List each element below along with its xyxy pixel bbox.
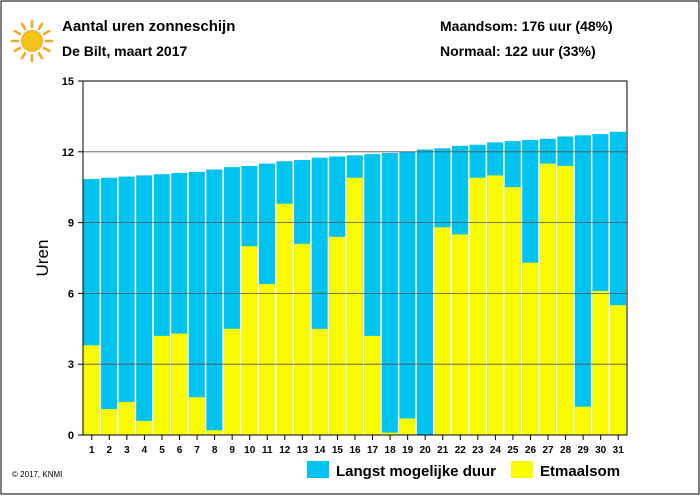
bar-actual-day-7 (188, 397, 205, 435)
legend-label-possible: Langst mogelijke duur (336, 463, 496, 480)
bar-actual-day-26 (522, 262, 539, 435)
bar-actual-day-24 (487, 175, 504, 435)
sun-ray (37, 51, 44, 60)
x-tick-label: 15 (332, 445, 344, 456)
bar-actual-day-29 (574, 406, 591, 435)
x-tick-label: 13 (297, 445, 309, 456)
bar-actual-day-11 (258, 283, 276, 435)
x-tick-label: 4 (142, 445, 148, 456)
bar-possible-day-20 (416, 149, 433, 435)
bar-possible-day-7 (188, 171, 205, 436)
bar-actual-day-25 (504, 187, 521, 435)
legend: Langst mogelijke duur Etmaalsom (307, 461, 620, 480)
x-tick-label: 14 (314, 445, 326, 456)
bar-actual-day-14 (311, 328, 328, 435)
legend-swatch-actual (511, 461, 533, 478)
sun-ray (42, 46, 51, 53)
bar-possible-day-4 (136, 175, 153, 435)
bar-possible-day-18 (381, 152, 398, 436)
x-tick-label: 10 (244, 445, 256, 456)
x-tick-label: 8 (212, 445, 218, 456)
y-axis-label: Uren (33, 240, 52, 277)
bar-actual-day-17 (364, 335, 381, 435)
x-tick-label: 21 (437, 445, 449, 456)
x-tick-label: 29 (578, 445, 590, 456)
x-tick-label: 16 (349, 445, 361, 456)
bar-actual-day-3 (118, 401, 135, 435)
x-tick-label: 23 (472, 445, 484, 456)
x-tick-label: 31 (613, 445, 625, 456)
sun-ray (37, 22, 44, 31)
bar-actual-day-22 (452, 234, 469, 435)
x-tick-label: 7 (194, 445, 200, 456)
x-tick-label: 25 (507, 445, 519, 456)
x-tick-label: 27 (542, 445, 554, 456)
legend-label-actual: Etmaalsom (540, 463, 620, 480)
bar-possible-day-2 (101, 177, 118, 435)
y-tick-label: 12 (62, 147, 74, 159)
y-tick-label: 9 (68, 218, 74, 230)
sun-ray (13, 46, 22, 53)
bar-actual-day-21 (434, 227, 451, 435)
bar-actual-day-23 (469, 177, 486, 435)
legend-swatch-possible (307, 461, 329, 478)
chart-subtitle: De Bilt, maart 2017 (62, 43, 187, 59)
sun-icon (10, 19, 54, 63)
x-tick-label: 26 (525, 445, 537, 456)
x-tick-label: 6 (177, 445, 183, 456)
sun-ray (20, 51, 27, 60)
bar-actual-day-1 (83, 345, 100, 435)
y-tick-label: 0 (68, 430, 74, 442)
sun-ray (13, 29, 22, 36)
x-tick-label: 18 (385, 445, 397, 456)
bar-actual-day-28 (557, 165, 574, 435)
bar-actual-day-9 (223, 328, 240, 435)
x-tick-label: 28 (560, 445, 572, 456)
x-tick-label: 22 (455, 445, 467, 456)
bar-actual-day-13 (294, 243, 311, 435)
bar-actual-day-19 (399, 418, 416, 435)
copyright-text: © 2017, KNMI (12, 470, 62, 479)
bar-actual-day-4 (136, 420, 153, 435)
bar-possible-day-29 (574, 135, 591, 435)
normal-text: Normaal: 122 uur (33%) (440, 43, 596, 59)
bar-actual-day-27 (539, 163, 556, 435)
x-tick-label: 5 (159, 445, 165, 456)
bar-actual-day-5 (153, 335, 170, 435)
bar-actual-day-6 (171, 333, 188, 435)
bar-actual-day-2 (101, 409, 118, 435)
chart-title: Aantal uren zonneschijn (62, 18, 235, 35)
bar-possible-day-8 (206, 169, 223, 435)
x-tick-label: 19 (402, 445, 414, 456)
x-tick-label: 9 (229, 445, 235, 456)
bar-actual-day-10 (241, 246, 258, 435)
bar-possible-day-3 (118, 176, 135, 435)
bar-actual-day-30 (592, 291, 609, 435)
bar-actual-day-31 (609, 305, 626, 435)
x-tick-label: 24 (490, 445, 502, 456)
sun-ray (42, 29, 51, 36)
sun-ray (20, 22, 27, 31)
month-total-text: Maandsom: 176 uur (48%) (440, 18, 613, 34)
y-tick-label: 15 (62, 76, 74, 88)
bar-actual-day-12 (276, 203, 293, 435)
x-tick-label: 1 (89, 445, 95, 456)
x-tick-label: 12 (279, 445, 291, 456)
x-tick-label: 20 (420, 445, 432, 456)
y-tick-label: 3 (68, 359, 74, 371)
bar-actual-day-8 (206, 430, 223, 435)
y-tick-label: 6 (68, 288, 74, 300)
x-tick-label: 2 (107, 445, 113, 456)
bar-actual-day-16 (346, 177, 363, 435)
x-tick-label: 17 (367, 445, 379, 456)
bar-actual-day-18 (381, 432, 398, 435)
x-tick-label: 3 (124, 445, 130, 456)
x-tick-label: 11 (262, 445, 273, 456)
bar-actual-day-15 (329, 236, 346, 435)
x-tick-label: 30 (595, 445, 607, 456)
